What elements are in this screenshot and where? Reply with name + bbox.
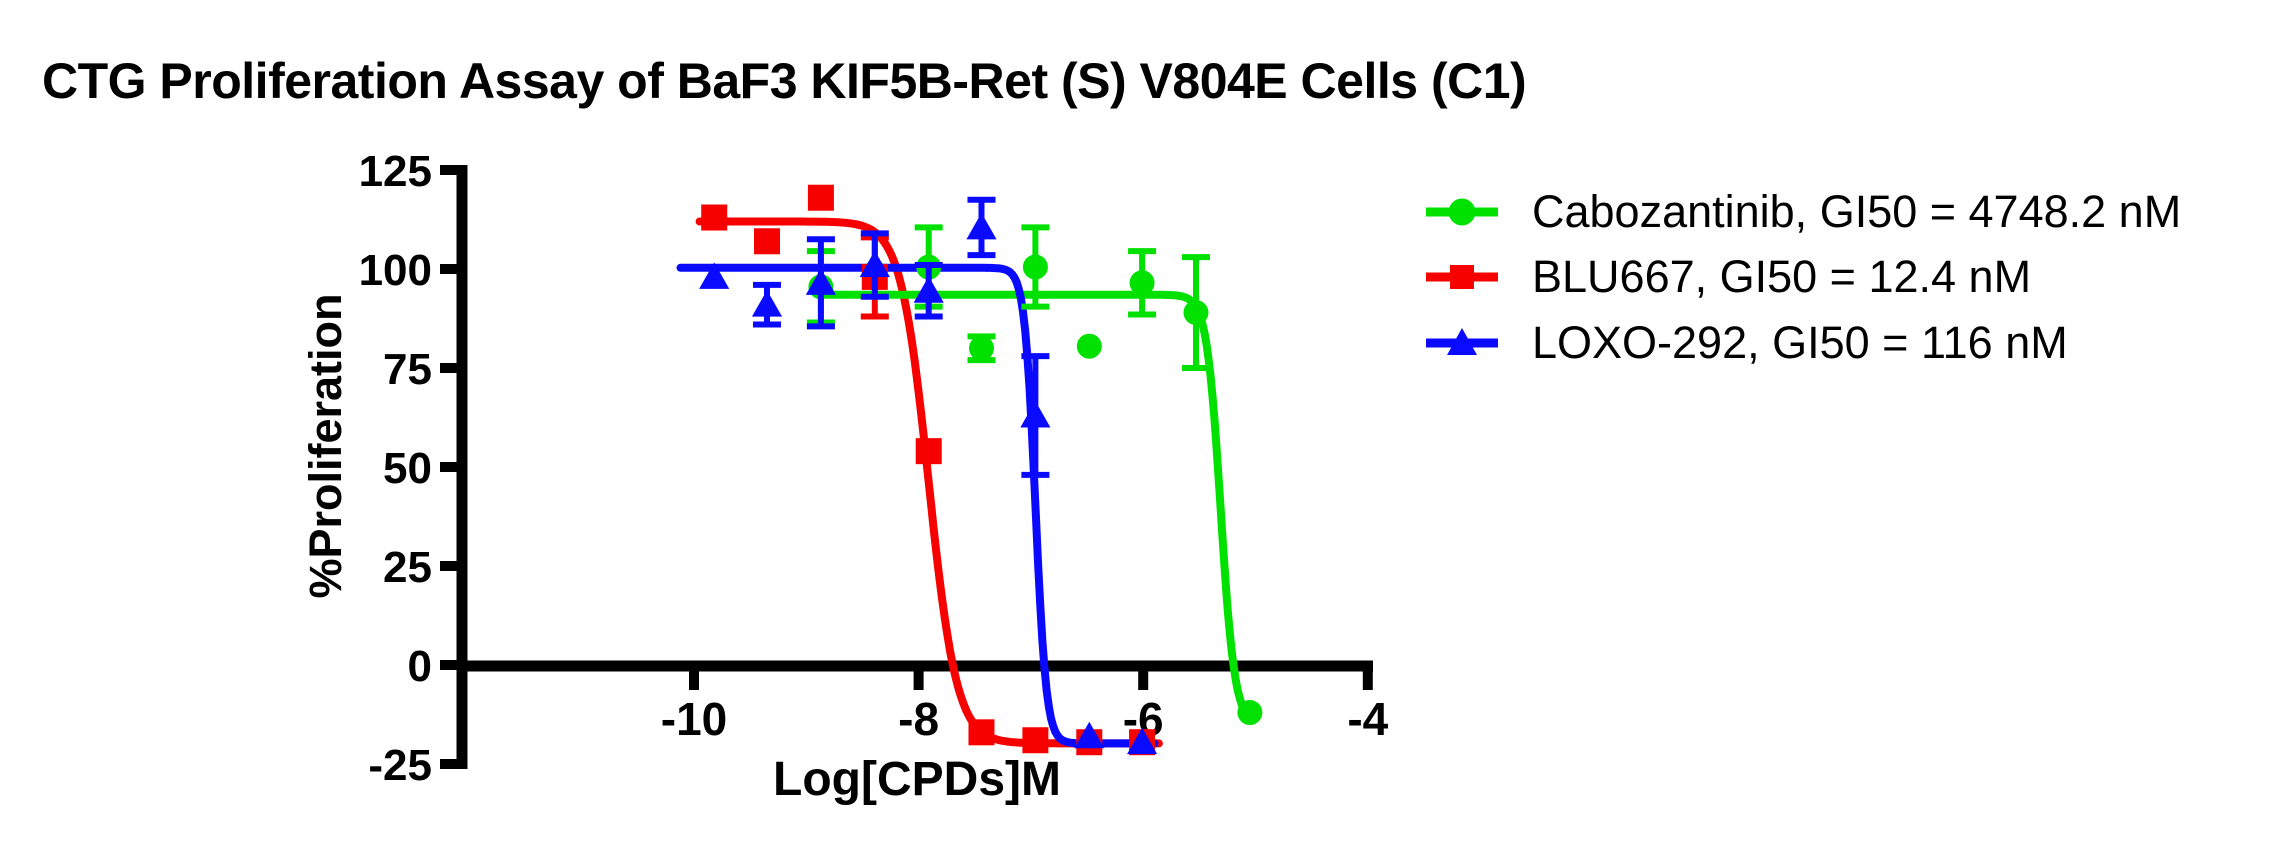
y-tick-label: 0 bbox=[408, 642, 432, 691]
data-point-circle bbox=[1076, 333, 1102, 359]
x-axis-title: Log[CPDs]M bbox=[773, 753, 1061, 806]
data-point-triangle bbox=[751, 290, 783, 317]
series-blu667 bbox=[701, 184, 1156, 756]
legend-item-loxo292: LOXO-292, GI50 = 116 nM bbox=[1424, 315, 2068, 371]
data-point-triangle bbox=[859, 250, 890, 277]
x-tick-label: -10 bbox=[661, 693, 727, 745]
loxo292-triangle-marker-icon bbox=[1426, 328, 1498, 355]
legend-item-blu667: BLU667, GI50 = 12.4 nM bbox=[1424, 249, 2031, 305]
legend-label: LOXO-292, GI50 = 116 nM bbox=[1532, 317, 2068, 368]
y-tick-label: 25 bbox=[383, 543, 432, 592]
x-tick-label: -8 bbox=[898, 693, 939, 745]
cabozantinib-circle-marker-icon bbox=[1426, 198, 1498, 226]
data-point-triangle bbox=[1074, 721, 1105, 749]
chart-title: CTG Proliferation Assay of BaF3 KIF5B-Re… bbox=[42, 53, 1527, 109]
legend-marker bbox=[1447, 328, 1477, 355]
legend-label: Cabozantinib, GI50 = 4748.2 nM bbox=[1532, 186, 2182, 237]
y-axis-title: %Proliferation bbox=[300, 293, 351, 599]
y-tick-label: 125 bbox=[359, 147, 432, 196]
data-point-square bbox=[915, 438, 942, 465]
data-point-square bbox=[968, 719, 995, 746]
data-point-circle bbox=[968, 335, 994, 361]
data-point-circle bbox=[1022, 254, 1048, 280]
blu667-square-marker-icon bbox=[1426, 265, 1498, 289]
y-tick-label: 75 bbox=[383, 345, 432, 394]
legend-item-cabozantinib: Cabozantinib, GI50 = 4748.2 nM bbox=[1424, 184, 2181, 240]
data-point-triangle bbox=[1126, 727, 1158, 755]
legend-marker bbox=[1448, 198, 1476, 226]
data-point-square bbox=[807, 184, 834, 211]
fit-curve-cabozantinib bbox=[822, 290, 1258, 725]
y-tick-label: 50 bbox=[383, 444, 432, 493]
data-point-triangle bbox=[699, 262, 730, 289]
data-point-triangle bbox=[913, 276, 944, 303]
y-tick-label: 100 bbox=[359, 246, 432, 295]
legend-marker bbox=[1450, 265, 1474, 289]
data-point-circle bbox=[1183, 300, 1209, 326]
data-point-square bbox=[1022, 727, 1049, 754]
y-tick-label: -25 bbox=[368, 741, 432, 790]
data-point-triangle bbox=[1020, 400, 1051, 428]
data-point-square bbox=[701, 204, 728, 231]
data-point-triangle bbox=[966, 212, 997, 240]
x-tick-label: -4 bbox=[1347, 693, 1388, 745]
data-point-triangle bbox=[805, 268, 836, 295]
series-loxo-292 bbox=[699, 196, 1158, 755]
data-point-circle bbox=[1129, 270, 1155, 296]
data-point-circle bbox=[1237, 700, 1263, 726]
legend-label: BLU667, GI50 = 12.4 nM bbox=[1532, 251, 2032, 302]
data-point-square bbox=[753, 228, 780, 255]
